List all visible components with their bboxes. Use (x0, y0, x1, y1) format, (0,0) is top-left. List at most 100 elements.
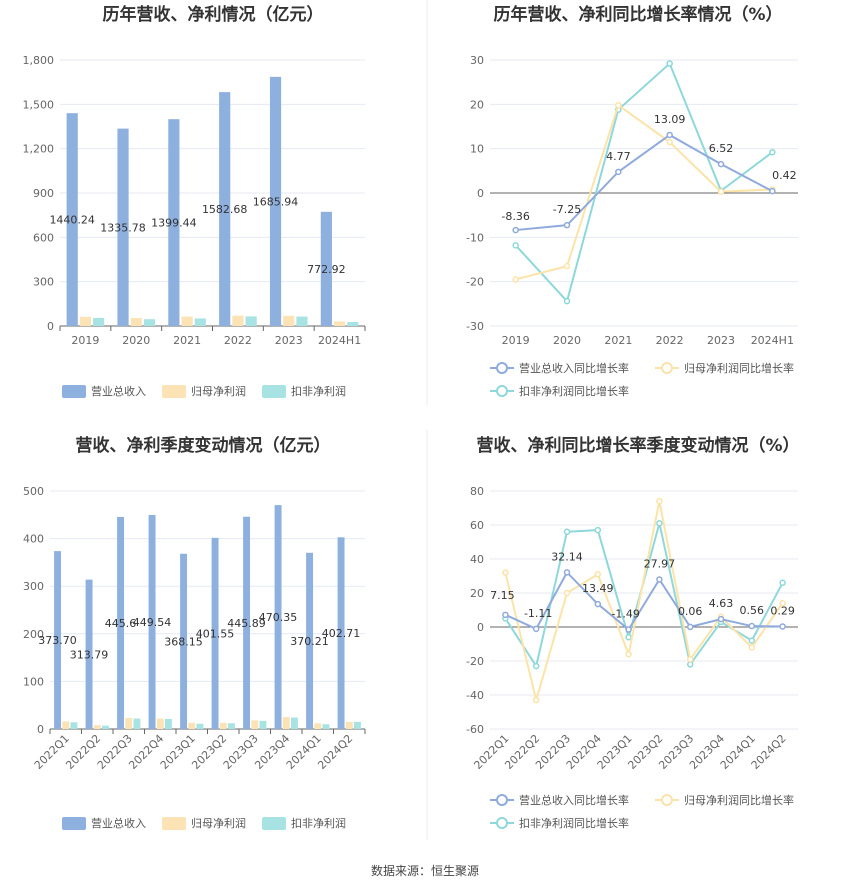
data-label: 313.79 (70, 648, 109, 661)
legend-label: 归母净利润同比增长率 (684, 793, 794, 807)
legend-swatch (162, 385, 186, 398)
data-point (686, 623, 694, 631)
legend-marker (496, 385, 508, 397)
bar (188, 722, 196, 729)
panel-title-annual-amount: 历年营收、净利情况（亿元） (103, 4, 324, 25)
bar (125, 718, 133, 729)
data-label: 4.63 (709, 597, 734, 610)
data-label: 373.70 (38, 634, 77, 647)
bar (148, 515, 156, 729)
bar (181, 316, 193, 326)
bar (251, 720, 259, 729)
bar (243, 516, 251, 729)
series-line (504, 501, 784, 705)
data-point (512, 226, 519, 234)
data-label: 445.6 (105, 617, 137, 630)
legend-label: 归母净利润 (191, 816, 246, 830)
x-tick-label: 2022 (656, 334, 684, 347)
data-label: 13.49 (582, 582, 614, 595)
data-label: 27.97 (644, 557, 676, 570)
x-tick-label: 2020 (553, 334, 581, 347)
bar (322, 724, 330, 729)
data-point (779, 579, 786, 587)
data-point (656, 576, 663, 583)
data-point (563, 262, 571, 270)
data-point (686, 656, 694, 663)
data-point (594, 526, 602, 534)
data-point (666, 138, 673, 146)
legend-swatch (62, 817, 86, 830)
bar (353, 721, 361, 729)
bar (227, 723, 235, 729)
legend-swatch (262, 817, 286, 830)
bar (196, 723, 204, 729)
bar (306, 552, 314, 729)
legend-label: 归母净利润同比增长率 (684, 361, 794, 375)
bar (180, 553, 188, 729)
x-tick-label: 2021 (173, 334, 201, 347)
legend-swatch (262, 385, 286, 398)
series-line (504, 570, 783, 632)
bar (345, 721, 353, 729)
data-point (625, 633, 632, 641)
y-tick-label: 100 (23, 675, 44, 688)
bar (133, 718, 141, 729)
bar (62, 721, 70, 729)
y-tick-label: 500 (23, 485, 44, 498)
legend-swatch (62, 385, 86, 398)
data-label: 401.55 (196, 627, 235, 640)
legend-marker (496, 817, 508, 829)
series-line (504, 523, 784, 669)
annual-amount-chart: 0 300 600 900 1,200 1,500 1,800 2019 2020 2021 202… (23, 54, 366, 398)
y-tick-label: -60 (466, 723, 484, 736)
annual-growth-chart: -30 -20 -10 0 10 20 30 2019 2020 2021 2022 2023 2024… (466, 54, 798, 398)
x-tick-label: 2022 (224, 334, 252, 347)
y-tick-label: 10 (470, 143, 484, 156)
y-tick-label: 900 (33, 187, 54, 200)
bar (194, 318, 206, 326)
data-point (563, 528, 571, 536)
data-point (656, 520, 663, 527)
data-label: 4.77 (606, 150, 631, 163)
data-label: 0.56 (740, 604, 765, 617)
data-point (532, 625, 540, 633)
data-point (779, 599, 786, 607)
y-tick-label: 40 (470, 553, 484, 566)
data-label: 0.29 (770, 605, 795, 618)
y-tick-label: 0 (477, 187, 484, 200)
legend-marker (496, 362, 508, 374)
y-tick-label: -10 (466, 231, 484, 244)
bar (70, 722, 78, 729)
x-tick-label: 2019 (71, 334, 99, 347)
bar (232, 315, 244, 326)
data-label: 7.15 (490, 589, 515, 602)
data-point (594, 600, 602, 608)
y-tick-label: 20 (470, 98, 484, 111)
panel-title-quarterly-growth: 营收、净利同比增长率季度变动情况（%） (476, 435, 799, 456)
y-tick-label: 600 (33, 231, 54, 244)
data-label: 470.35 (259, 611, 298, 624)
legend-label: 营业总收入同比增长率 (519, 361, 629, 375)
data-label: 13.09 (654, 113, 686, 126)
data-point (686, 661, 694, 668)
data-label: -1.11 (524, 607, 552, 620)
legend-label: 扣非净利润 (291, 816, 346, 830)
y-tick-label: 0 (477, 621, 484, 634)
data-point (717, 615, 725, 623)
y-tick-label: 1,800 (23, 54, 55, 67)
y-tick-label: -20 (466, 655, 484, 668)
data-point (748, 622, 756, 630)
data-label: 0.06 (678, 605, 703, 618)
series-line (514, 61, 773, 304)
y-tick-label: 200 (23, 628, 44, 641)
bar (117, 516, 125, 729)
bar (54, 551, 62, 729)
y-tick-label: 1,200 (23, 143, 55, 156)
bar (211, 537, 219, 729)
y-tick-label: 300 (33, 276, 54, 289)
bar (85, 579, 93, 729)
data-label: 6.52 (709, 142, 734, 155)
bar (101, 725, 109, 729)
bar (93, 725, 101, 729)
x-tick-label: 2024H1 (751, 334, 794, 347)
